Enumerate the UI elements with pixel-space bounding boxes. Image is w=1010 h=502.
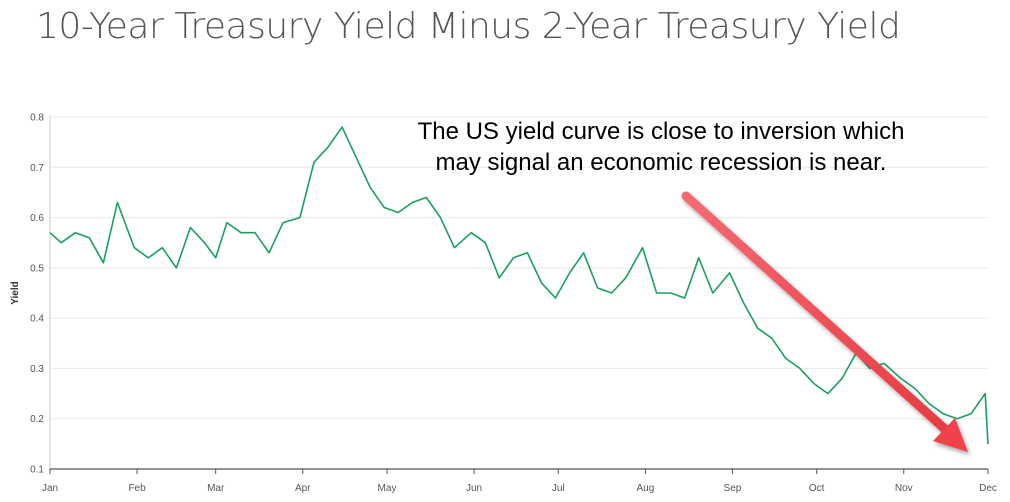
y-tick-label: 0.2 [30, 414, 44, 425]
y-axis-label: Yield [10, 281, 21, 305]
x-tick-label: Oct [809, 483, 825, 494]
x-tick-label: Dec [979, 483, 997, 494]
x-tick-label: Aug [636, 483, 654, 494]
y-axis-ticks: 0.1 0.2 0.3 0.4 0.5 0.6 0.7 0.8 [30, 113, 44, 476]
x-tick-label: Mar [207, 483, 225, 494]
y-tick-label: 0.8 [30, 113, 44, 124]
arrow-shaft [681, 191, 951, 435]
x-tick-label: Jan [42, 483, 58, 494]
gridlines [50, 116, 988, 420]
x-tick-label: Jun [466, 483, 482, 494]
arrow-head [933, 418, 968, 452]
annotation-arrow [681, 191, 968, 452]
series [49, 126, 989, 444]
axes [49, 115, 988, 470]
y-tick-label: 0.5 [30, 263, 44, 274]
annotation-line-1: The US yield curve is close to inversion… [417, 118, 905, 145]
x-tick-label: Nov [895, 483, 913, 494]
x-tick-label: Sep [724, 483, 742, 494]
y-tick-label: 0.7 [30, 163, 44, 174]
x-tick-label: Feb [128, 483, 146, 494]
x-tick-label: May [378, 483, 397, 494]
x-axis-ticks: Jan Feb Mar Apr May Jun Jul Aug Sep Oct Nov Dec [42, 469, 997, 494]
x-tick-label: Apr [295, 483, 311, 494]
series-line [49, 126, 989, 444]
annotation-line-2: may signal an economic recession is near… [435, 149, 887, 176]
y-tick-label: 0.3 [30, 364, 44, 375]
chart-title: 10-Year Treasury Yield Minus 2-Year Trea… [36, 6, 901, 47]
y-tick-label: 0.4 [30, 314, 44, 325]
y-tick-label: 0.1 [30, 465, 44, 476]
y-tick-label: 0.6 [30, 213, 44, 224]
x-tick-label: Jul [552, 483, 565, 494]
annotation-text: The US yield curve is close to inversion… [372, 116, 950, 178]
